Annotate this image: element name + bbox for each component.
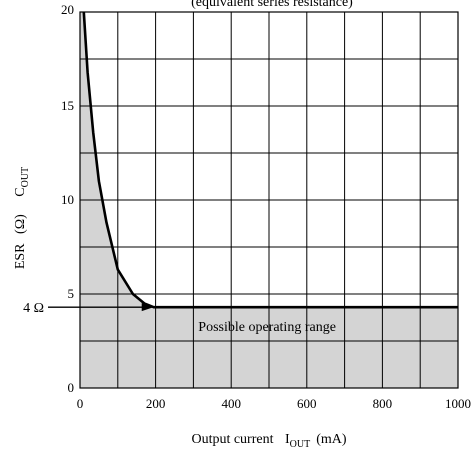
- operating-range-label: Possible operating range: [198, 320, 336, 335]
- grid: [80, 12, 458, 388]
- x-tick-label: 400: [221, 396, 241, 411]
- y-axis-symbol-subscript: OUT: [20, 167, 31, 188]
- chart-title: (equivalent series resistance): [191, 0, 353, 10]
- x-axis-label: Output current IOUT (mA): [191, 432, 346, 450]
- x-axis-label-text: Output current: [191, 432, 273, 447]
- x-axis-symbol: I: [285, 432, 290, 447]
- y-tick-label: 10: [61, 192, 74, 207]
- x-tick-label: 800: [373, 396, 393, 411]
- x-tick-label: 1000: [445, 396, 471, 411]
- four-ohm-arrowhead: [141, 303, 154, 312]
- y-tick-label: 20: [61, 2, 74, 17]
- y-axis-label: ESR (Ω) COUT: [13, 167, 31, 269]
- x-axis-unit: (mA): [316, 432, 347, 447]
- y-tick-labels: 0 5 10 15 20: [61, 2, 74, 395]
- y-tick-label: 0: [68, 380, 75, 395]
- x-tick-label: 200: [146, 396, 166, 411]
- esr-boundary-curve: [82, 11, 458, 309]
- y-axis-unit: (Ω): [13, 214, 28, 234]
- y-tick-label: 5: [68, 286, 75, 301]
- y-tick-label: 15: [61, 98, 74, 113]
- x-tick-labels: 0 200 400 600 800 1000: [77, 396, 471, 411]
- four-ohm-label: 4 Ω: [23, 301, 44, 316]
- x-tick-label: 600: [297, 396, 317, 411]
- y-axis-label-text: ESR: [13, 243, 28, 269]
- x-axis-symbol-subscript: OUT: [290, 439, 311, 450]
- x-tick-label: 0: [77, 396, 84, 411]
- plot-frame: [79, 11, 459, 389]
- y-axis-symbol: C: [13, 187, 28, 196]
